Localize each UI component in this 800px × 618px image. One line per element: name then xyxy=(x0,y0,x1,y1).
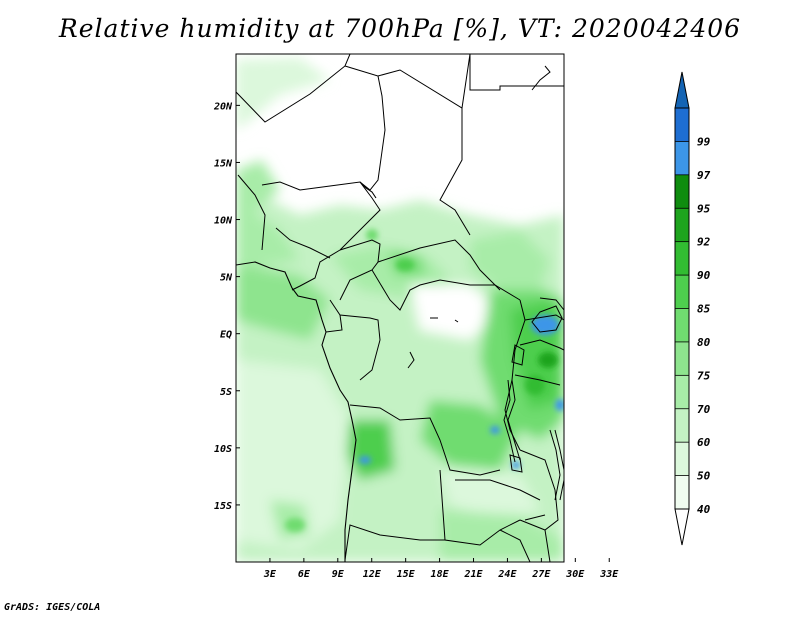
colorbar-segment xyxy=(675,174,689,209)
humidity-field xyxy=(236,54,564,562)
latitude-axis: 20N 15N 10N 5N EQ 5S 10S 15S xyxy=(213,101,240,512)
longitude-axis: 3E 6E 9E 12E 15E 18E 21E 24E 27E 30E 33E xyxy=(263,558,619,580)
map-title: Relative humidity at 700hPa [%], VT: 202… xyxy=(58,14,742,43)
map-frame xyxy=(235,53,565,563)
colorbar-top-arrow xyxy=(674,71,690,109)
colorbar-label: 99 xyxy=(697,135,711,148)
coastline xyxy=(236,181,377,562)
lon-label: 27E xyxy=(531,569,551,580)
lon-label: 18E xyxy=(431,569,450,580)
lon-label: 6E xyxy=(298,569,311,580)
grads-credit: GrADS: IGES/COLA xyxy=(4,602,101,613)
colorbar-segment xyxy=(675,442,689,476)
lon-label: 24E xyxy=(497,569,517,580)
colorbar-label: 50 xyxy=(697,470,711,483)
colorbar-segment xyxy=(675,408,689,443)
colorbar-label: 80 xyxy=(697,336,711,349)
colorbar-segment xyxy=(675,341,689,376)
lat-label: 5N xyxy=(220,273,233,284)
colorbar-segment xyxy=(675,241,689,276)
colorbar-label: 40 xyxy=(697,503,711,516)
colorbar-bottom-arrow xyxy=(674,508,690,546)
colorbar-segment xyxy=(675,475,689,509)
colorbar-segment xyxy=(675,375,689,409)
lat-label: 10S xyxy=(214,444,232,455)
lat-label: 15S xyxy=(214,501,232,512)
lat-label: EQ xyxy=(220,330,232,341)
lon-label: 33E xyxy=(599,569,619,580)
colorbar-label: 60 xyxy=(697,436,711,449)
lakes xyxy=(407,65,564,521)
colorbar-segment xyxy=(675,208,689,242)
colorbar-label: 97 xyxy=(697,169,711,182)
lat-label: 5S xyxy=(220,387,232,398)
colorbar-segment xyxy=(675,141,689,175)
colorbar-segment xyxy=(675,308,689,342)
colorbar-segment xyxy=(675,275,689,309)
lon-label: 21E xyxy=(463,569,483,580)
colorbar-label: 75 xyxy=(697,369,711,382)
lon-label: 12E xyxy=(363,569,382,580)
lon-label: 9E xyxy=(332,569,345,580)
colorbar-label: 90 xyxy=(697,269,711,282)
country-borders xyxy=(236,54,564,562)
lat-label: 10N xyxy=(214,216,233,227)
colorbar-label: 95 xyxy=(697,202,711,215)
colorbar-label: 85 xyxy=(697,303,711,316)
colorbar-label: 70 xyxy=(697,403,711,416)
colorbar-label: 92 xyxy=(697,236,711,249)
lat-label: 20N xyxy=(213,101,233,112)
lon-label: 15E xyxy=(397,569,416,580)
colorbar-segment xyxy=(675,108,689,142)
colorbar: 40 50 60 70 75 80 85 90 92 95 97 99 xyxy=(674,71,711,546)
colorbar-frame xyxy=(674,107,690,510)
lon-label: 3E xyxy=(263,569,277,580)
lat-label: 15N xyxy=(214,158,233,169)
lon-label: 30E xyxy=(565,569,585,580)
